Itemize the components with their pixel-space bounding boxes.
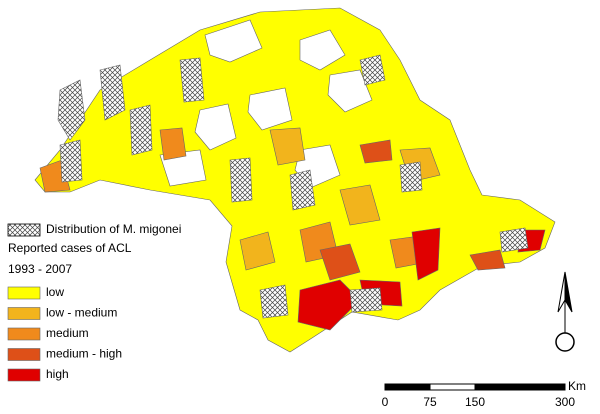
legend-label: high (46, 367, 69, 381)
migonei-areas (57, 54, 529, 319)
legend-label: medium - high (46, 347, 122, 361)
scale-segment (429, 383, 476, 391)
scale-label: 75 (423, 395, 437, 409)
legend-label: low - medium (46, 306, 117, 320)
scale-segment (474, 383, 566, 391)
legend-swatch (7, 307, 41, 320)
legend-title: Reported cases of ACL (8, 241, 132, 255)
scale-label: 150 (465, 395, 485, 409)
scale-unit: Km (568, 379, 586, 393)
legend-label: low (46, 285, 64, 299)
legend: Distribution of M. migonei Reported case… (7, 222, 181, 382)
legend-label: medium (46, 326, 89, 340)
legend-swatch (7, 368, 41, 382)
pattern-label: Distribution of M. migonei (46, 222, 181, 236)
high-areas (319, 139, 506, 281)
north-arrow (555, 271, 575, 352)
state-map (34, 7, 556, 353)
legend-swatch (7, 327, 41, 341)
legend-swatch (7, 348, 41, 361)
pattern-swatch (7, 223, 41, 237)
legend-period: 1993 - 2007 (8, 262, 72, 276)
legend-swatch (7, 286, 41, 300)
scale-label: 300 (555, 395, 575, 409)
no-data-areas (159, 19, 373, 189)
scale-bar: Km 0 75 150 300 (382, 379, 586, 409)
scale-label: 0 (382, 395, 389, 409)
scale-segment (384, 383, 431, 391)
